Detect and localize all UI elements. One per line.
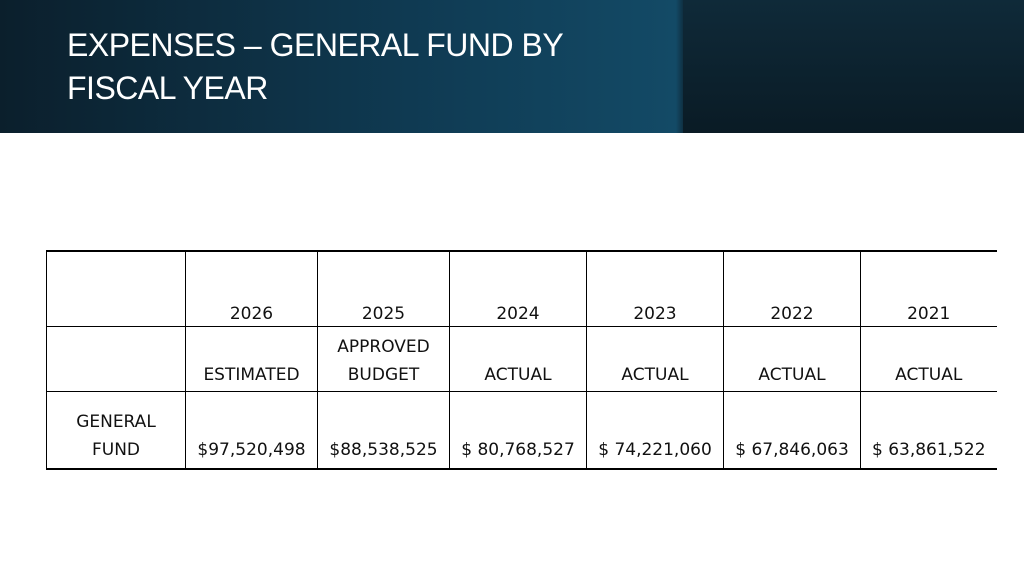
value-cell: $ 63,861,522 — [860, 391, 997, 470]
type-cell: ACTUAL — [449, 326, 587, 392]
title-banner-right-panel — [683, 0, 1024, 133]
year-cell: 2026 — [185, 250, 318, 327]
type-cell: APPROVED BUDGET — [317, 326, 450, 392]
year-cell: 2024 — [449, 250, 587, 327]
value-cell: $ 67,846,063 — [723, 391, 861, 470]
type-cell: ACTUAL — [723, 326, 861, 392]
type-cell: ACTUAL — [860, 326, 997, 392]
type-header-row: ESTIMATED APPROVED BUDGET ACTUAL ACTUAL … — [46, 326, 997, 392]
year-header-row: 2026 2025 2024 2023 2022 2021 — [46, 250, 997, 327]
value-cell: $97,520,498 — [185, 391, 318, 470]
slide-title: EXPENSES – GENERAL FUND BY FISCAL YEAR — [67, 27, 564, 106]
year-cell: 2023 — [586, 250, 724, 327]
value-cell: $ 80,768,527 — [449, 391, 587, 470]
type-cell: ESTIMATED — [185, 326, 318, 392]
general-fund-row: GENERAL FUND $97,520,498 $88,538,525 $ 8… — [46, 391, 997, 470]
type-line: BUDGET — [347, 365, 420, 385]
row-label-line: GENERAL — [76, 412, 156, 432]
type-line: APPROVED — [337, 337, 430, 357]
year-cell: 2022 — [723, 250, 861, 327]
value-cell: $ 74,221,060 — [586, 391, 724, 470]
row-label-cell: GENERAL FUND — [46, 391, 186, 470]
row-label-line: FUND — [91, 440, 141, 460]
empty-label-cell — [46, 326, 186, 392]
year-cell: 2025 — [317, 250, 450, 327]
empty-corner-cell — [46, 250, 186, 327]
year-cell: 2021 — [860, 250, 997, 327]
value-cell: $88,538,525 — [317, 391, 450, 470]
general-fund-table: 2026 2025 2024 2023 2022 2021 ESTIMATED … — [46, 250, 997, 470]
type-cell: ACTUAL — [586, 326, 724, 392]
